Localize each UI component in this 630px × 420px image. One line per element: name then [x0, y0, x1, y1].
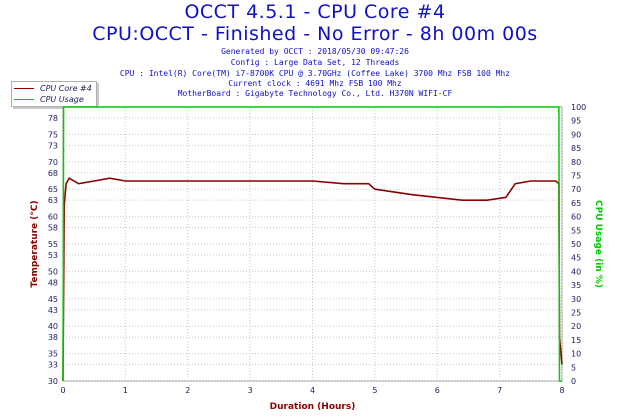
y2-tick-label: 55: [571, 226, 581, 235]
y-tick-label: 75: [48, 130, 58, 139]
chart-title: OCCT 4.5.1 - CPU Core #4: [184, 1, 446, 23]
y-tick-label: 60: [48, 213, 58, 222]
y2-tick-label: 80: [571, 158, 581, 167]
y-tick-label: 48: [48, 278, 58, 287]
y-tick-label: 38: [48, 333, 58, 342]
x-tick-label: 5: [372, 386, 377, 395]
legend-label-cpu-usage: CPU Usage: [40, 95, 84, 104]
y-tick-label: 70: [48, 158, 58, 167]
y2-tick-label: 10: [571, 350, 581, 359]
y-tick-label: 53: [48, 251, 58, 260]
y2-tick-label: 70: [571, 185, 581, 194]
y-tick-label: 33: [48, 361, 58, 370]
legend-label-cpu-core: CPU Core #4: [40, 84, 92, 93]
legend-swatch-cpu-core: [14, 88, 34, 89]
y2-tick-label: 85: [571, 144, 581, 153]
series-line-cpu-usage: [62, 106, 562, 382]
y2-tick-label: 50: [571, 240, 581, 249]
x-axis-label: Duration (Hours): [270, 402, 356, 412]
x-tick-label: 4: [310, 386, 315, 395]
y-tick-label: 50: [48, 267, 58, 276]
y2-tick-label: 25: [571, 309, 581, 318]
info-motherboard: MotherBoard : Gigabyte Technology Co., L…: [177, 89, 453, 98]
y2-tick-label: 5: [571, 363, 576, 372]
y-tick-label: 63: [48, 196, 58, 205]
x-tick-label: 3: [248, 386, 253, 395]
y2-axis-label: CPU Usage (in %): [593, 200, 603, 288]
legend-swatch-cpu-usage: [14, 99, 34, 100]
y2-tick-label: 30: [571, 295, 581, 304]
y-axis-label: Temperature (°C): [30, 200, 40, 287]
y2-tick-label: 20: [571, 322, 581, 331]
series-line-cpu-core: [62, 177, 563, 382]
info-config: Config : Large Data Set, 12 Threads: [230, 58, 400, 67]
y2-tick-label: 75: [571, 172, 581, 181]
info-clock: Current clock : 4691 Mhz FSB 100 Mhz: [228, 79, 402, 88]
x-tick-label: 1: [123, 386, 128, 395]
y2-tick-label: 90: [571, 130, 581, 139]
y2-tick-label: 60: [571, 213, 581, 222]
y-tick-label: 43: [48, 306, 58, 315]
y-tick-label: 30: [48, 377, 58, 386]
y2-tick-label: 15: [571, 336, 581, 345]
y-tick-label: 78: [48, 114, 58, 123]
y-tick-label: 40: [48, 322, 58, 331]
y-tick-label: 65: [48, 185, 58, 194]
x-tick-label: 6: [435, 386, 440, 395]
y2-tick-label: 35: [571, 281, 581, 290]
y2-tick-label: 0: [571, 377, 576, 386]
y-tick-label: 45: [48, 295, 58, 304]
x-tick-label: 0: [60, 386, 65, 395]
y-tick-label: 58: [48, 224, 58, 233]
x-tick-label: 7: [497, 386, 502, 395]
legend-item-cpu-usage: CPU Usage: [14, 94, 84, 105]
y2-tick-label: 40: [571, 267, 581, 276]
chart-subtitle: CPU:OCCT - Finished - No Error - 8h 00m …: [92, 23, 538, 45]
y2-tick-label: 65: [571, 199, 581, 208]
y2-tick-label: 45: [571, 254, 581, 263]
y2-tick-label: 95: [571, 117, 581, 126]
legend-item-cpu-core: CPU Core #4: [14, 83, 92, 94]
y-tick-label: 55: [48, 240, 58, 249]
chart-legend: CPU Core #4 CPU Usage: [11, 81, 97, 107]
y-tick-label: 68: [48, 169, 58, 178]
y2-tick-label: 100: [571, 103, 586, 112]
info-generated: Generated by OCCT : 2018/05/30 09:47:26: [221, 47, 409, 56]
x-tick-label: 8: [559, 386, 564, 395]
info-cpu: CPU : Intel(R) Core(TM) i7-8700K CPU @ 3…: [119, 69, 511, 78]
x-tick-label: 2: [185, 386, 190, 395]
y-tick-label: 35: [48, 350, 58, 359]
y-tick-label: 73: [48, 141, 58, 150]
